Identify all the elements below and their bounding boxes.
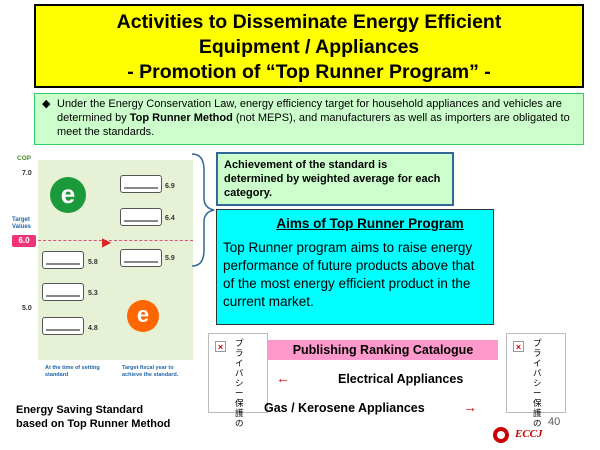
ac-unit-icon	[120, 208, 162, 226]
ac-unit-icon	[42, 317, 84, 335]
placeholder-text: プライバシー保護の	[533, 338, 542, 428]
title-line-2: Equipment / Appliances	[198, 36, 420, 58]
ac-unit-icon	[120, 249, 162, 267]
target-value-badge: 6.0	[12, 235, 36, 247]
e-orange-icon: e	[127, 300, 159, 332]
electrical-appliances-label: Electrical Appliances	[338, 372, 464, 386]
tick-5: 5.0	[22, 305, 32, 312]
aims-title: Aims of Top Runner Program	[276, 216, 464, 231]
ac-unit-icon	[42, 283, 84, 301]
tick-7: 7.0	[22, 170, 32, 177]
top-runner-chart: COP 7.0 5.0 Target Values 6.0 e e ▶ 6.9 …	[12, 155, 212, 395]
aims-body: Top Runner program aims to raise energy …	[223, 240, 475, 309]
curly-brace-icon	[191, 153, 215, 267]
x-caption-left: At the time of setting standard	[45, 365, 100, 378]
placeholder-image-left: × プライバシー保護の	[208, 333, 268, 428]
slide-title: Activities to Disseminate Energy Efficie…	[34, 4, 584, 88]
ac-value: 5.8	[88, 259, 98, 266]
gas-appliances-label: Gas / Kerosene Appliances	[264, 401, 425, 415]
target-values-label: Target Values	[12, 217, 32, 230]
achievement-box: Achievement of the standard is determine…	[216, 152, 454, 206]
title-line-3: - Promotion of “Top Runner Program” -	[127, 61, 491, 83]
broken-image-icon: ×	[215, 341, 226, 352]
placeholder-text: プライバシー保護の	[235, 338, 244, 428]
eccj-logo-icon	[493, 427, 509, 443]
target-dashed-line	[38, 240, 193, 241]
page-number: 40	[548, 416, 561, 428]
ac-value: 5.9	[165, 255, 175, 262]
intro-text-2: (not MEPS), and manufacturers as well as…	[57, 112, 570, 138]
cop-label: COP	[17, 155, 32, 162]
red-arrow-icon: ▶	[102, 235, 112, 249]
ac-value: 5.3	[88, 290, 98, 297]
aims-box: Aims of Top Runner Program Top Runner pr…	[216, 209, 494, 325]
ac-unit-icon	[120, 175, 162, 193]
broken-image-icon: ×	[513, 341, 524, 352]
e-green-icon: e	[50, 177, 86, 213]
ac-value: 6.9	[165, 183, 175, 190]
ac-value: 6.4	[165, 215, 175, 222]
intro-box: ◆ Under the Energy Conservation Law, ene…	[34, 93, 584, 145]
publishing-label: Publishing Ranking Catalogue	[268, 340, 498, 360]
placeholder-image-right: × プライバシー保護の	[506, 333, 566, 428]
arrow-left-icon: ←	[276, 370, 290, 386]
arrow-right-icon: →	[463, 399, 477, 415]
diamond-bullet-icon: ◆	[42, 98, 51, 110]
ac-unit-icon	[42, 251, 84, 269]
chart-caption: Energy Saving Standard based on Top Runn…	[16, 404, 171, 430]
eccj-logo-text: ECCJ	[515, 428, 543, 440]
title-line-1: Activities to Disseminate Energy Efficie…	[116, 11, 502, 33]
ac-value: 4.8	[88, 325, 98, 332]
intro-text-bold: Top Runner Method	[129, 112, 233, 124]
intro-text-1: Under the Energy Conservation Law, energ…	[57, 98, 562, 124]
x-caption-right: Target fiscal year to achieve the standa…	[122, 365, 179, 378]
